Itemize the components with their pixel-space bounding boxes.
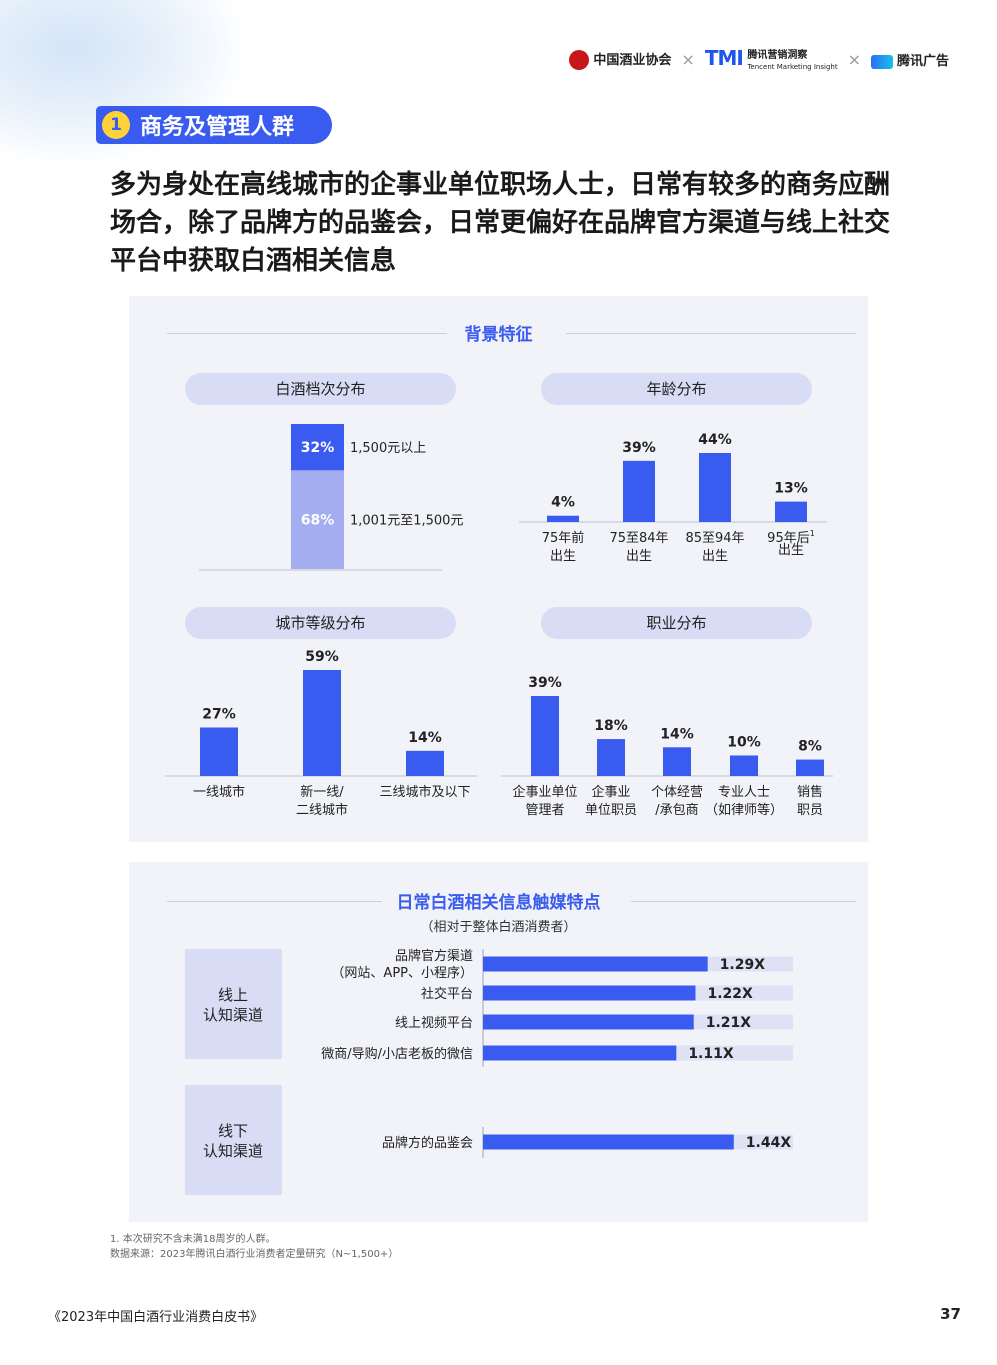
data-label: 27%: [202, 706, 236, 722]
panel-title: 日常白酒相关信息触媒特点: [396, 893, 601, 913]
media-panel: 日常白酒相关信息触媒特点 （相对于整体白酒消费者） 线上认知渠道 1.29X 品牌官…: [129, 862, 868, 1222]
bar: [483, 985, 696, 1001]
category-label: 销售职员: [797, 784, 823, 818]
category-label: 85至94年出生: [685, 531, 744, 564]
category-label: 三线城市及以下: [379, 784, 470, 800]
bar: [699, 453, 731, 522]
category-label: 75至84年出生: [609, 531, 668, 564]
assoc-emblem-icon: [569, 50, 590, 71]
data-label: 59%: [305, 649, 339, 665]
data-label: 1.11X: [688, 1046, 734, 1062]
section-tag: 1 商务及管理人群: [96, 106, 332, 144]
group-label: 线下认知渠道: [203, 1122, 263, 1160]
category-label: 社交平台: [421, 986, 473, 1002]
series-label: 1,001元至1,500元: [350, 514, 463, 529]
separator-icon: ×: [847, 50, 861, 69]
bar: [483, 1014, 694, 1030]
bar: [483, 1045, 677, 1061]
footer-book-title: 《2023年中国白酒行业消费白皮书》: [48, 1310, 264, 1325]
category-label: 95年后1 出生: [767, 529, 815, 558]
ad-name: 腾讯广告: [896, 54, 949, 69]
chart-title-pill: 白酒档次分布: [185, 373, 456, 405]
tmi-mark: TMI: [704, 46, 744, 70]
assoc-name: 中国酒业协会: [593, 52, 672, 68]
stacked-segment: [291, 470, 344, 569]
data-label: 8%: [798, 739, 822, 755]
bar: [597, 739, 625, 776]
background-charts: 32% 1,500元以上 68% 1,001元至1,500元 4% 75年前出生 39% 75…: [165, 424, 833, 818]
separator-icon: ×: [681, 50, 695, 69]
ad-emblem-icon: [870, 54, 893, 69]
data-label: 1.22X: [707, 986, 753, 1002]
panel-subtitle: （相对于整体白酒消费者）: [420, 920, 577, 935]
data-label: 39%: [528, 675, 562, 691]
data-label: 14%: [660, 726, 694, 742]
page-number: 37: [940, 1305, 961, 1323]
stacked-segment: [291, 424, 344, 471]
tmi-en: Tencent Marketing Insight: [747, 63, 838, 71]
chart-title-pill: 城市等级分布: [185, 607, 456, 639]
tmi-name: 腾讯营销洞察: [747, 50, 808, 61]
group-box: [185, 1085, 282, 1195]
chart-title-pill: 年龄分布: [541, 373, 812, 405]
bar: [623, 460, 655, 522]
bar: [775, 501, 807, 522]
bar: [200, 727, 238, 776]
category-label: 新一线/二线城市: [296, 784, 348, 818]
data-label: 18%: [594, 718, 628, 734]
headline: 多为身处在高线城市的企事业单位职场人士，日常有较多的商务应酬场合，除了品牌方的品…: [110, 170, 891, 276]
tmi-logo: TMI 腾讯营销洞察 Tencent Marketing Insight: [705, 46, 838, 73]
footnote: 1. 本次研究不含未满18周岁的人群。: [110, 1234, 276, 1245]
panel-title: 背景特征: [464, 325, 533, 345]
background-panel: 背景特征 白酒档次分布 年龄分布 城市等级分布 职业分布 32% 1,500元以上…: [129, 296, 868, 842]
bar: [547, 515, 579, 522]
bar: [663, 747, 691, 776]
data-label: 68%: [301, 513, 335, 529]
data-label: 39%: [622, 440, 656, 456]
series-label: 1,500元以上: [350, 441, 426, 456]
media-chart: 线上认知渠道 1.29X 品牌官方渠道（网站、APP、小程序） 1.22X 社交平台 1.…: [185, 948, 793, 1195]
ad-logo: 腾讯广告: [870, 50, 949, 69]
data-label: 14%: [408, 730, 442, 746]
group-box: [185, 949, 282, 1059]
bar: [796, 759, 824, 776]
data-label: 1.21X: [706, 1015, 752, 1031]
data-label: 44%: [698, 432, 732, 448]
category-label: 75年前出生: [542, 530, 585, 564]
bar: [483, 956, 708, 972]
group-label: 线上认知渠道: [203, 986, 263, 1024]
data-label: 13%: [774, 481, 808, 497]
category-label: 品牌方的品鉴会: [382, 1135, 473, 1151]
data-label: 32%: [301, 440, 335, 456]
assoc-logo: 中国酒业协会: [569, 49, 671, 71]
partner-logos: 中国酒业协会 × TMI 腾讯营销洞察 Tencent Marketing Ins…: [569, 46, 949, 73]
category-label: 品牌官方渠道（网站、APP、小程序）: [331, 948, 473, 981]
category-label: 个体经营/承包商: [651, 785, 703, 818]
category-label: 企事业单位管理者: [512, 784, 577, 818]
data-source: 数据来源：2023年腾讯白酒行业消费者定量研究（N~1,500+）: [110, 1249, 399, 1260]
panel-header: 日常白酒相关信息触媒特点: [129, 888, 868, 913]
data-label: 1.44X: [746, 1135, 792, 1151]
category-label: 专业人士（如律师等）: [705, 785, 783, 818]
category-label: 线上视频平台: [395, 1016, 473, 1031]
category-label: 企事业单位职员: [585, 784, 637, 818]
data-label: 1.29X: [720, 957, 766, 973]
section-title: 商务及管理人群: [140, 115, 295, 140]
bar: [730, 755, 758, 776]
bar: [406, 750, 444, 776]
category-label: 微商/导购/小店老板的微信: [321, 1046, 473, 1062]
panel-header: 背景特征: [129, 320, 868, 345]
bar: [303, 670, 341, 776]
data-label: 4%: [551, 495, 575, 511]
section-number: 1: [102, 111, 130, 139]
category-label: 一线城市: [193, 784, 245, 800]
chart-title-pill: 职业分布: [541, 607, 812, 639]
bar: [531, 696, 559, 776]
bar: [483, 1134, 734, 1150]
data-label: 10%: [727, 734, 761, 750]
